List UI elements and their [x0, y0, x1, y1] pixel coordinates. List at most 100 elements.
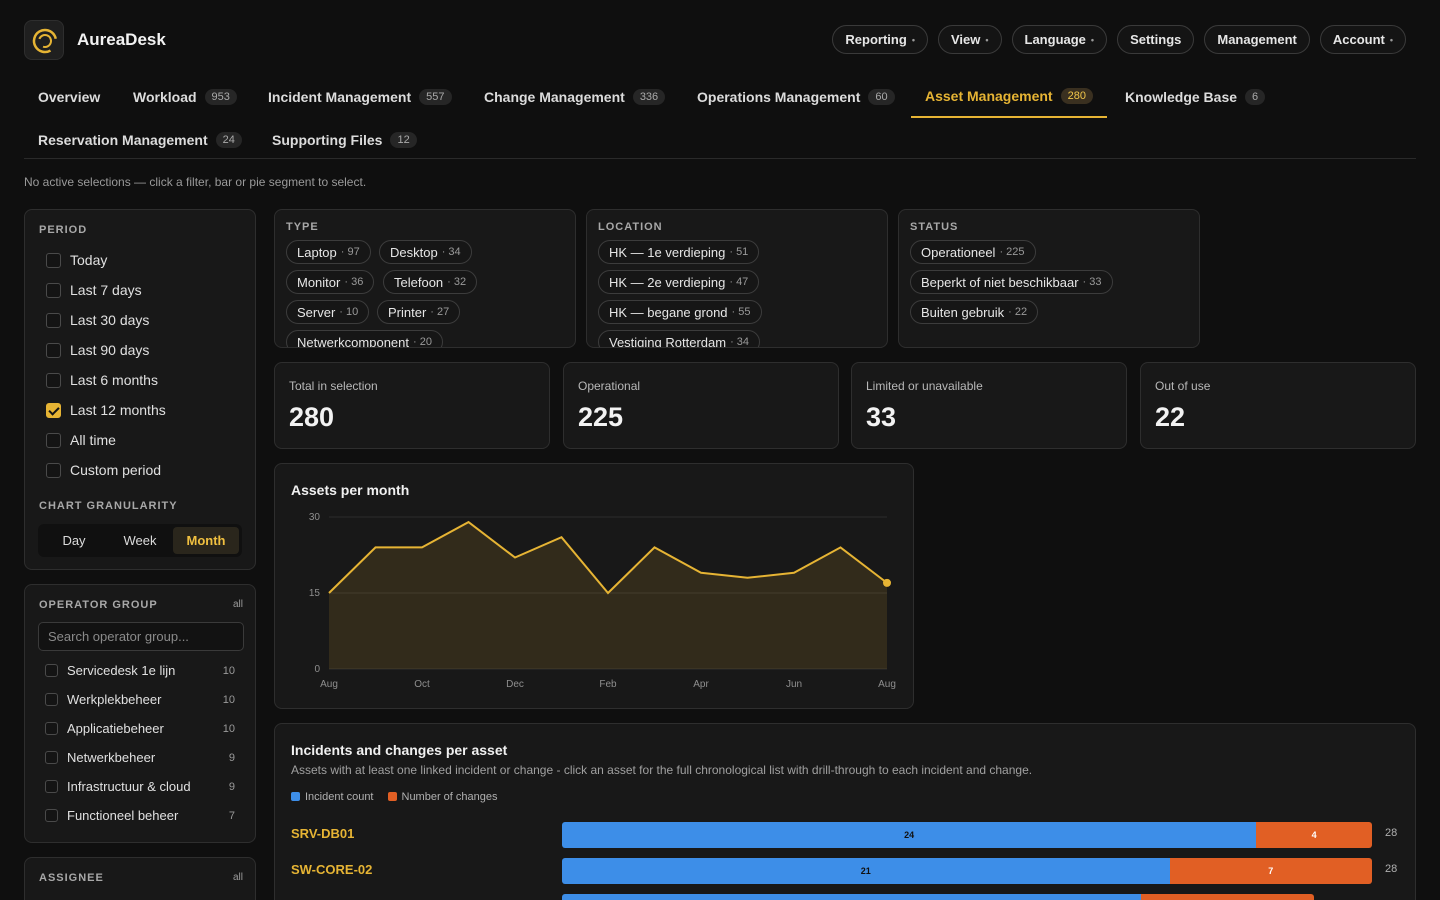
view-menu-button[interactable]: View •	[937, 25, 1002, 54]
operator-group-item[interactable]: Werkplekbeheer 10	[45, 692, 235, 707]
change-bar[interactable]: 4	[1256, 822, 1372, 848]
granularity-month[interactable]: Month	[173, 527, 239, 554]
operator-group-item[interactable]: Functioneel beheer 7	[45, 808, 235, 823]
y-tick-label: 15	[309, 588, 321, 599]
checkbox[interactable]	[46, 432, 61, 448]
filter-chip-desktop[interactable]: Desktop · 34	[379, 240, 472, 264]
row-total: 28	[1385, 827, 1398, 839]
tab-overview[interactable]: Overview	[24, 76, 114, 118]
incident-bar-label: 21	[860, 866, 871, 876]
chart-svg: 0 15 30 Aug Oct Dec Feb Apr Jun Aug	[309, 512, 896, 690]
tab-count-badge: 557	[419, 89, 452, 105]
tab-change-management[interactable]: Change Management 336	[470, 76, 679, 118]
operator-group-all-link[interactable]: all	[232, 599, 243, 610]
asset-row[interactable]: 206	[291, 894, 1401, 900]
tab-label: Workload	[133, 89, 197, 105]
period-option-last-12-months[interactable]: Last 12 months	[46, 402, 166, 418]
kpi-card-out-of-use[interactable]: Out of use 22	[1140, 362, 1416, 449]
location-filter: LOCATION HK — 1e verdieping · 51 HK — 2e v…	[586, 209, 888, 348]
incident-bar[interactable]: 21	[562, 858, 1170, 884]
operator-group-item[interactable]: Applicatiebeheer 10	[45, 721, 235, 736]
operator-group-item[interactable]: Servicedesk 1e lijn 10	[45, 663, 235, 678]
management-menu-button[interactable]: Management	[1204, 25, 1310, 54]
checkbox[interactable]	[46, 312, 61, 328]
kpi-label: Total in selection	[289, 379, 378, 393]
period-option-last-30-days[interactable]: Last 30 days	[46, 312, 149, 328]
tab-count-badge: 12	[390, 132, 417, 148]
tab-knowledge-base[interactable]: Knowledge Base 6	[1111, 76, 1279, 118]
checkbox[interactable]	[46, 252, 61, 268]
assignee-all-link[interactable]: all	[232, 872, 243, 883]
checkbox[interactable]	[45, 722, 58, 735]
filter-chip-laptop[interactable]: Laptop · 97	[286, 240, 371, 264]
checkbox[interactable]	[45, 780, 58, 793]
change-bar[interactable]: 7	[1169, 858, 1372, 884]
change-bar[interactable]: 6	[1140, 894, 1315, 900]
checkbox[interactable]	[46, 462, 61, 478]
checkbox[interactable]	[46, 282, 61, 298]
row-total: 28	[1385, 863, 1398, 875]
chip-label: Beperkt of niet beschikbaar	[921, 274, 1079, 290]
asset-name-link[interactable]: SRV-DB01	[291, 826, 355, 841]
period-option-label: All time	[70, 432, 116, 448]
tab-workload[interactable]: Workload 953	[119, 76, 251, 118]
reporting-menu-button[interactable]: Reporting •	[832, 25, 928, 54]
filter-chip-operationeel[interactable]: Operationeel · 225	[910, 240, 1036, 264]
filter-chip-monitor[interactable]: Monitor · 36	[286, 270, 375, 294]
incident-bar[interactable]: 20	[562, 894, 1141, 900]
tab-incident-management[interactable]: Incident Management 557	[254, 76, 466, 118]
tab-asset-management[interactable]: Asset Management 280	[911, 76, 1107, 118]
checkbox[interactable]	[46, 372, 61, 388]
period-option-today[interactable]: Today	[46, 252, 107, 268]
period-option-last-6-months[interactable]: Last 6 months	[46, 372, 158, 388]
filter-chip-vestiging-rotterdam[interactable]: Vestiging Rotterdam · 34	[598, 330, 761, 347]
checkbox[interactable]	[45, 809, 58, 822]
legend-item-number-of-changes[interactable]: Number of changes	[387, 791, 498, 803]
chevron-down-icon: •	[1090, 34, 1095, 45]
filter-chip-hk-1e-verdieping[interactable]: HK — 1e verdieping · 51	[598, 240, 760, 264]
checkbox[interactable]	[46, 342, 61, 358]
tab-reservation-management[interactable]: Reservation Management 24	[24, 119, 256, 161]
filter-chip-hk-begane-grond[interactable]: HK — begane grond · 55	[598, 300, 762, 324]
filter-chip-netwerkcomponent[interactable]: Netwerkcomponent · 20	[286, 330, 443, 347]
kpi-card-limited-or-unavailable[interactable]: Limited or unavailable 33	[851, 362, 1127, 449]
period-option-all-time[interactable]: All time	[46, 432, 116, 448]
operator-group-search-input[interactable]: Search operator group...	[38, 622, 244, 651]
legend-item-incident-count[interactable]: Incident count	[291, 791, 374, 803]
tab-count-badge: 280	[1060, 88, 1093, 104]
asset-row[interactable]: SRV-DB01 24 4 28	[291, 822, 1401, 848]
granularity-week[interactable]: Week	[123, 533, 157, 548]
asset-row[interactable]: SW-CORE-02 21 7 28	[291, 858, 1401, 884]
incident-bar[interactable]: 24	[562, 822, 1257, 848]
filter-chip-hk-2e-verdieping[interactable]: HK — 2e verdieping · 47	[598, 270, 760, 294]
language-menu-button[interactable]: Language •	[1011, 25, 1108, 54]
kpi-card-operational[interactable]: Operational 225	[563, 362, 839, 449]
tab-count-badge: 953	[204, 89, 237, 105]
operator-group-item[interactable]: Netwerkbeheer 9	[45, 750, 235, 765]
account-menu-button[interactable]: Account •	[1319, 25, 1406, 54]
operator-group-item[interactable]: Infrastructuur & cloud 9	[45, 779, 235, 794]
operator-group-count: 9	[228, 780, 235, 793]
checkbox[interactable]	[45, 664, 58, 677]
asset-name-link[interactable]: SW-CORE-02	[291, 862, 373, 877]
filter-chip-buiten-gebruik[interactable]: Buiten gebruik · 22	[910, 300, 1039, 324]
period-option-custom-period[interactable]: Custom period	[46, 462, 161, 478]
location-filter-title: LOCATION	[598, 221, 663, 233]
filter-chip-server[interactable]: Server · 10	[286, 300, 370, 324]
checkbox[interactable]	[46, 402, 61, 418]
tab-operations-management[interactable]: Operations Management 60	[683, 76, 909, 118]
tab-supporting-files[interactable]: Supporting Files 12	[258, 119, 431, 161]
filter-chip-beperkt-of-niet-beschikbaar[interactable]: Beperkt of niet beschikbaar · 33	[910, 270, 1113, 294]
logo-icon	[32, 28, 58, 54]
period-option-last-7-days[interactable]: Last 7 days	[46, 282, 142, 298]
type-filter: TYPE Laptop · 97 Desktop · 34 Monitor · 36 Tel…	[274, 209, 576, 348]
checkbox[interactable]	[45, 751, 58, 764]
checkbox[interactable]	[45, 693, 58, 706]
filter-chip-printer[interactable]: Printer · 27	[377, 300, 461, 324]
settings-menu-button[interactable]: Settings	[1117, 25, 1195, 54]
filter-chip-telefoon[interactable]: Telefoon · 32	[383, 270, 478, 294]
logo[interactable]	[24, 20, 64, 60]
granularity-day[interactable]: Day	[62, 533, 86, 548]
period-option-last-90-days[interactable]: Last 90 days	[46, 342, 149, 358]
kpi-card-total-in-selection[interactable]: Total in selection 280	[274, 362, 550, 449]
